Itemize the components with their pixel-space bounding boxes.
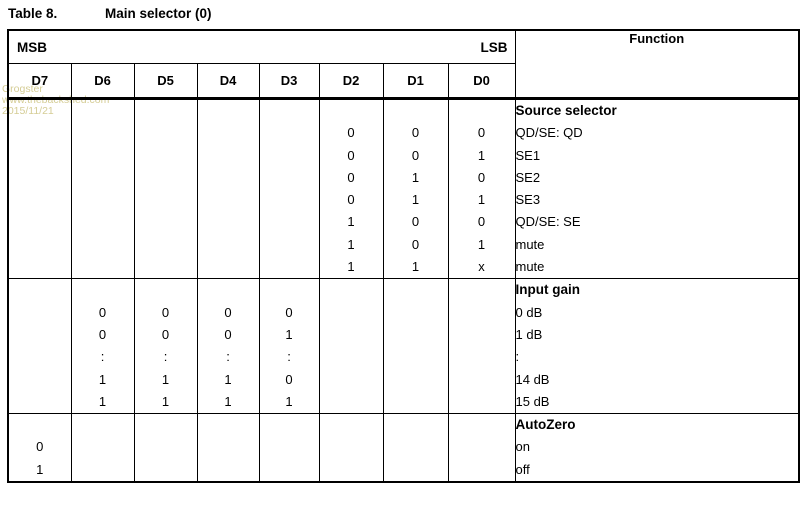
autozero-function-lines: on off xyxy=(515,439,530,477)
function-column-header: Function xyxy=(514,29,800,100)
source-selector-d7-cell xyxy=(7,97,72,280)
autozero-d0-cell xyxy=(447,413,516,483)
bit-header-d4: D4 xyxy=(196,63,260,100)
table-name-label: Main selector (0) xyxy=(105,6,212,21)
autozero-function-cell: AutoZero on off xyxy=(514,413,800,483)
bit-header-row: D7 D6 D5 D4 D3 D2 D1 D0 xyxy=(7,63,799,100)
autozero-d3-cell xyxy=(258,413,320,483)
source-selector-heading: Source selector xyxy=(515,103,617,118)
autozero-d5-cell xyxy=(133,413,198,483)
input-gain-d1-cell xyxy=(382,278,449,415)
msb-lsb-cell: MSB LSB xyxy=(7,29,516,64)
source-selector-function-cell: Source selector QD/SE: QD SE1 SE2 SE3 QD/SE:… xyxy=(514,97,800,280)
table-title: Table 8. Main selector (0) xyxy=(8,6,212,21)
autozero-heading: AutoZero xyxy=(515,417,576,433)
table-number-label: Table 8. xyxy=(8,6,58,21)
bit-header-d0: D0 xyxy=(447,63,516,100)
autozero-d4-cell xyxy=(196,413,260,483)
input-gain-heading: Input gain xyxy=(515,282,581,298)
bit-header-d3: D3 xyxy=(258,63,320,100)
bit-header-d7: D7 xyxy=(7,63,72,100)
autozero-d6-cell xyxy=(70,413,135,483)
source-selector-d6-cell xyxy=(70,97,135,280)
source-selector-d4-cell xyxy=(196,97,260,280)
source-selector-d3-cell xyxy=(258,97,320,280)
lsb-label: LSB xyxy=(480,39,508,55)
bit-header-d2: D2 xyxy=(318,63,384,100)
autozero-d2-cell xyxy=(318,413,384,483)
input-gain-function-cell: Input gain 0 dB 1 dB:14 dB 15 dB xyxy=(514,278,800,415)
main-selector-table: MSB LSB Function D7 D6 D5 D4 D3 D2 D1 D0 xyxy=(7,29,800,484)
bit-header-d5: D5 xyxy=(133,63,198,100)
input-gain-d2-cell xyxy=(318,278,384,415)
msb-label: MSB xyxy=(17,39,47,55)
input-gain-d7-cell xyxy=(7,278,72,415)
bit-header-d1: D1 xyxy=(382,63,449,100)
source-selector-function-lines: QD/SE: QD SE1 SE2 SE3 QD/SE: SE mute mute xyxy=(515,125,583,275)
msb-lsb-row: MSB LSB Function xyxy=(7,29,800,100)
input-gain-d0-cell xyxy=(447,278,516,415)
source-selector-d5-cell xyxy=(133,97,198,280)
input-gain-function-lines: 0 dB 1 dB:14 dB 15 dB xyxy=(515,304,550,409)
bit-header-d6: D6 xyxy=(70,63,135,100)
autozero-d1-cell xyxy=(382,413,449,483)
